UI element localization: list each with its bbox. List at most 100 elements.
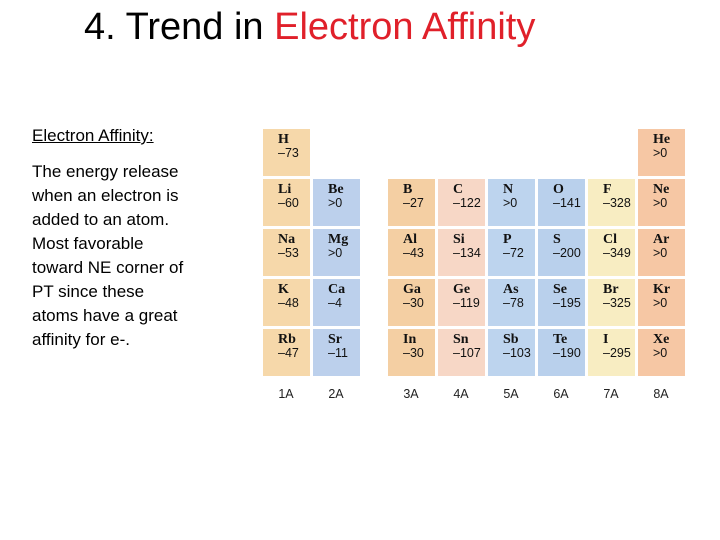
element-cell: Xe >0 — [637, 328, 686, 377]
electron-affinity: –4 — [328, 296, 342, 310]
electron-affinity: >0 — [653, 346, 668, 360]
electron-affinity: –60 — [278, 196, 299, 210]
element-cell: Be >0 — [312, 178, 361, 227]
title-prefix: 4. Trend in — [84, 6, 264, 48]
electron-affinity: –349 — [603, 246, 631, 260]
element-cell: Sn –107 — [437, 328, 486, 377]
element-cell: Sb –103 — [487, 328, 536, 377]
element-cell: Sr –11 — [312, 328, 361, 377]
element-cell: Ne >0 — [637, 178, 686, 227]
electron-affinity: –53 — [278, 246, 299, 260]
element-cell: Ga –30 — [387, 278, 436, 327]
element-symbol: Se — [553, 282, 567, 297]
electron-affinity: –30 — [403, 346, 424, 360]
electron-affinity: –11 — [328, 346, 348, 360]
element-cell: O –141 — [537, 178, 586, 227]
element-cell: Cl –349 — [587, 228, 636, 277]
element-symbol: Ca — [328, 282, 346, 297]
element-cell: Al –43 — [387, 228, 436, 277]
element-symbol: Kr — [653, 282, 671, 297]
electron-affinity: >0 — [328, 246, 343, 260]
electron-affinity: –328 — [603, 196, 631, 210]
group-label: 3A — [403, 387, 419, 401]
electron-affinity: >0 — [653, 196, 668, 210]
element-symbol: Te — [553, 332, 568, 347]
element-symbol: Na — [278, 232, 296, 247]
element-cell: K –48 — [262, 278, 311, 327]
definition-line: toward NE corner of — [32, 258, 184, 277]
element-cell: Te –190 — [537, 328, 586, 377]
electron-affinity: –43 — [403, 246, 424, 260]
electron-affinity: >0 — [653, 296, 668, 310]
element-symbol: F — [603, 182, 612, 197]
electron-affinity: –72 — [503, 246, 524, 260]
element-symbol: Xe — [653, 332, 670, 347]
electron-affinity: –190 — [553, 346, 581, 360]
element-symbol: Al — [403, 232, 417, 247]
element-symbol: Ne — [653, 182, 670, 197]
element-cell: As –78 — [487, 278, 536, 327]
electron-affinity: –134 — [453, 246, 481, 260]
definition-line: Most favorable — [32, 234, 144, 253]
electron-affinity: –141 — [553, 196, 581, 210]
element-symbol: B — [403, 182, 413, 197]
element-symbol: Ar — [653, 232, 670, 247]
element-symbol: Br — [603, 282, 619, 297]
element-symbol: Mg — [328, 232, 349, 247]
electron-affinity: –47 — [278, 346, 299, 360]
element-symbol: Be — [328, 182, 344, 197]
electron-affinity: –119 — [453, 296, 480, 310]
element-cell: S –200 — [537, 228, 586, 277]
electron-affinity: –107 — [453, 346, 481, 360]
element-cell: Se –195 — [537, 278, 586, 327]
electron-affinity: –122 — [453, 196, 481, 210]
element-symbol: Cl — [603, 232, 617, 247]
electron-affinity: –73 — [278, 146, 299, 160]
electron-affinity: >0 — [328, 196, 343, 210]
element-symbol: Sb — [503, 332, 519, 347]
definition-line: affinity for e-. — [32, 330, 130, 349]
electron-affinity: –27 — [403, 196, 424, 210]
electron-affinity: –103 — [503, 346, 531, 360]
element-symbol: Si — [453, 232, 465, 247]
element-cell: Ar >0 — [637, 228, 686, 277]
element-cell: H –73 — [262, 128, 311, 177]
element-symbol: C — [453, 182, 464, 197]
group-label: 5A — [503, 387, 519, 401]
element-cell: Rb –47 — [262, 328, 311, 377]
group-label: 2A — [328, 387, 344, 401]
element-cell: C –122 — [437, 178, 486, 227]
element-cell: B –27 — [387, 178, 436, 227]
electron-affinity: –48 — [278, 296, 299, 310]
definition-line: atoms have a great — [32, 306, 178, 325]
definition-line: when an electron is — [32, 186, 179, 205]
element-symbol: Sr — [328, 332, 342, 347]
element-cell: Na –53 — [262, 228, 311, 277]
group-label: 8A — [653, 387, 669, 401]
group-label: 6A — [553, 387, 569, 401]
element-cell: P –72 — [487, 228, 536, 277]
definition-line: added to an atom. — [32, 210, 170, 229]
element-cell: Kr >0 — [637, 278, 686, 327]
element-symbol: He — [653, 132, 671, 147]
element-cell: Ge –119 — [437, 278, 486, 327]
electron-affinity: >0 — [653, 146, 668, 160]
electron-affinity: –325 — [603, 296, 631, 310]
element-cell: F –328 — [587, 178, 636, 227]
title-highlight: Electron Affinity — [274, 6, 536, 48]
definition-line: The energy release — [32, 162, 179, 181]
element-symbol: In — [403, 332, 417, 347]
element-cell: I –295 — [587, 328, 636, 377]
element-symbol: P — [503, 232, 512, 247]
electron-affinity: –78 — [503, 296, 524, 310]
electron-affinity: >0 — [653, 246, 668, 260]
element-symbol: Ga — [403, 282, 421, 297]
element-symbol: S — [553, 232, 561, 247]
element-symbol: Li — [278, 182, 292, 197]
element-symbol: Rb — [278, 332, 296, 347]
group-label: 7A — [603, 387, 619, 401]
slide-title: 4. Trend in Electron Affinity — [84, 6, 535, 49]
element-symbol: N — [503, 182, 514, 197]
